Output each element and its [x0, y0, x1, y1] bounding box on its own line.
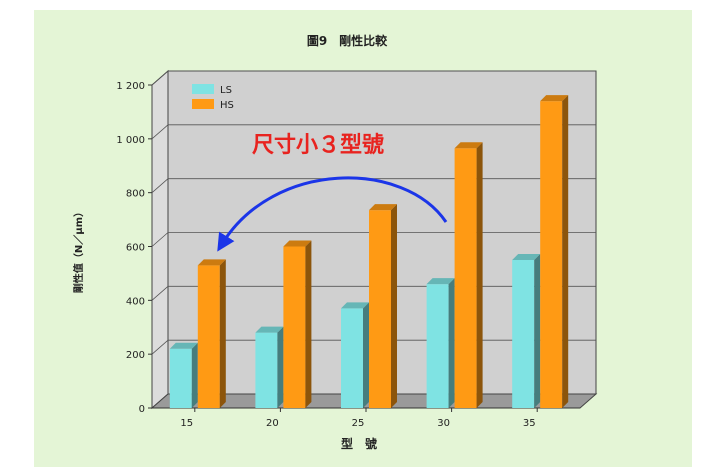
bar-top: [512, 253, 541, 260]
chart-panel: 圖9 剛性比較 0 200 400 600 800 1 000 1 200 15 20 25 30…: [34, 10, 692, 467]
rigidity-bar-chart: 圖9 剛性比較 0 200 400 600 800 1 000 1 200 15 20 25 30…: [72, 33, 598, 451]
annotation-text: 尺寸小３型號: [252, 133, 384, 158]
bar-side: [448, 278, 455, 408]
legend-swatch-ls: [192, 84, 214, 94]
bar-top: [426, 278, 455, 285]
legend-label-ls: LS: [220, 85, 232, 96]
bar-front: [341, 308, 363, 408]
bar-side: [219, 259, 226, 408]
bar-front: [454, 148, 477, 409]
y-tick-label: 1 200: [116, 81, 145, 92]
grid-line-side: [151, 286, 169, 301]
bar-front: [169, 348, 192, 408]
bar-top: [283, 240, 312, 247]
bar-side: [476, 142, 483, 409]
bar-top: [169, 342, 198, 349]
grid-line-side: [151, 339, 169, 355]
bar-hs-15: [197, 259, 226, 408]
x-axis-label: 型 號: [341, 436, 377, 451]
bar-top: [341, 302, 369, 309]
bar-front: [283, 246, 306, 408]
bar-ls-30: [426, 278, 455, 408]
bar-hs-35: [540, 95, 569, 409]
grid-line-side: [151, 70, 169, 86]
bar-front: [369, 210, 391, 408]
legend-swatch-hs: [192, 99, 214, 109]
bar-side: [534, 253, 541, 408]
bar-front: [255, 332, 278, 408]
annotation-arrow: [217, 176, 448, 252]
x-tick-label: 35: [523, 418, 536, 429]
bar-front: [426, 284, 449, 408]
grid-line-side: [151, 124, 169, 140]
bar-hs-25: [369, 204, 397, 408]
bar-side: [562, 95, 569, 409]
bar-top: [369, 204, 397, 211]
bar-front: [197, 265, 220, 408]
bar-ls-25: [341, 302, 369, 408]
bar-side: [305, 240, 312, 408]
y-axis-ticks: 0 200 400 600 800 1 000 1 200: [116, 81, 152, 415]
bar-ls-35: [512, 253, 541, 408]
y-tick-label: 400: [126, 296, 145, 307]
chart-title: 圖9 剛性比較: [307, 33, 388, 48]
grid-line-side: [151, 232, 169, 247]
x-tick-label: 30: [437, 418, 450, 429]
bar-top: [255, 326, 284, 333]
y-tick-label: 200: [126, 350, 145, 361]
x-tick-label: 20: [266, 418, 279, 429]
bar-side: [391, 204, 397, 408]
bar-top: [197, 259, 226, 266]
y-tick-label: 0: [139, 404, 145, 415]
y-tick-label: 1 000: [116, 135, 145, 146]
bar-hs-30: [454, 142, 483, 409]
y-axis-label: 剛性值（N／μm）: [72, 207, 85, 293]
legend: LS HS: [192, 84, 234, 111]
bar-ls-15: [169, 342, 198, 408]
x-tick-label: 15: [180, 418, 193, 429]
x-axis-ticks: 15 20 25 30 35: [180, 408, 538, 429]
y-tick-label: 800: [126, 189, 145, 200]
grid-line-side: [151, 178, 169, 193]
bar-front: [540, 101, 563, 409]
bar-side: [277, 326, 284, 408]
x-tick-label: 25: [352, 418, 365, 429]
bar-front: [512, 259, 535, 408]
bar-side: [191, 342, 198, 408]
bar-hs-20: [283, 240, 312, 408]
bar-top: [540, 95, 569, 102]
bar-side: [363, 302, 369, 408]
bars: [169, 95, 569, 409]
bar-ls-20: [255, 326, 284, 408]
y-tick-label: 600: [126, 243, 145, 254]
bar-top: [454, 142, 483, 149]
legend-label-hs: HS: [220, 100, 234, 111]
